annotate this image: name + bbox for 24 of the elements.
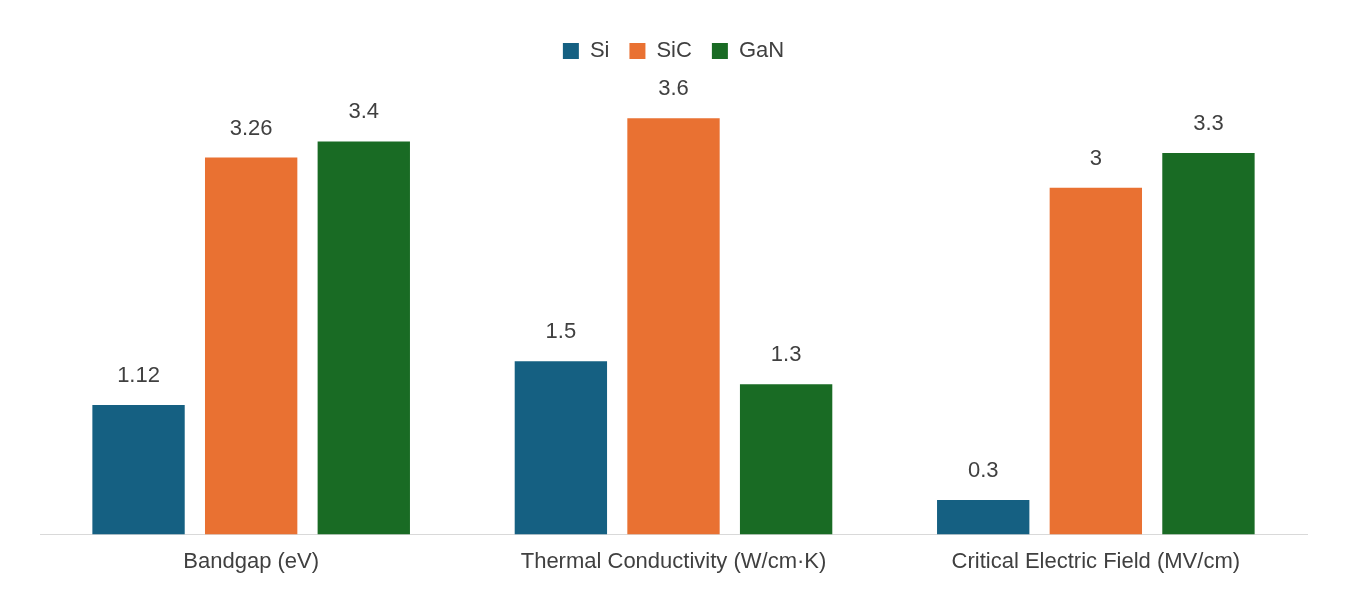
x-tick-label: Critical Electric Field (MV/cm)	[951, 547, 1241, 573]
data-label: 3.6	[658, 75, 689, 101]
x-tick-label: Thermal Conductivity (W/cm·K)	[520, 547, 827, 573]
bar	[317, 141, 410, 535]
legend-label: SiC	[656, 37, 692, 63]
data-label: 1.5	[545, 318, 577, 344]
data-label: 3	[1089, 144, 1102, 170]
legend-label: GaN	[738, 37, 785, 63]
bar	[204, 157, 298, 535]
data-label: 3.26	[229, 114, 273, 140]
bar	[1162, 152, 1255, 535]
data-label: 1.12	[117, 362, 160, 388]
x-tick-label: Bandgap (eV)	[183, 547, 320, 573]
data-label: 1.3	[770, 341, 802, 367]
data-label: 3.4	[348, 98, 380, 124]
legend-label: Si	[589, 37, 610, 63]
bar	[937, 499, 1030, 535]
data-label: 0.3	[967, 456, 999, 482]
data-label: 3.3	[1193, 110, 1224, 136]
bar	[92, 405, 185, 535]
bar	[1049, 187, 1143, 535]
bar	[514, 361, 608, 535]
bar	[739, 384, 833, 535]
bar	[627, 118, 720, 535]
